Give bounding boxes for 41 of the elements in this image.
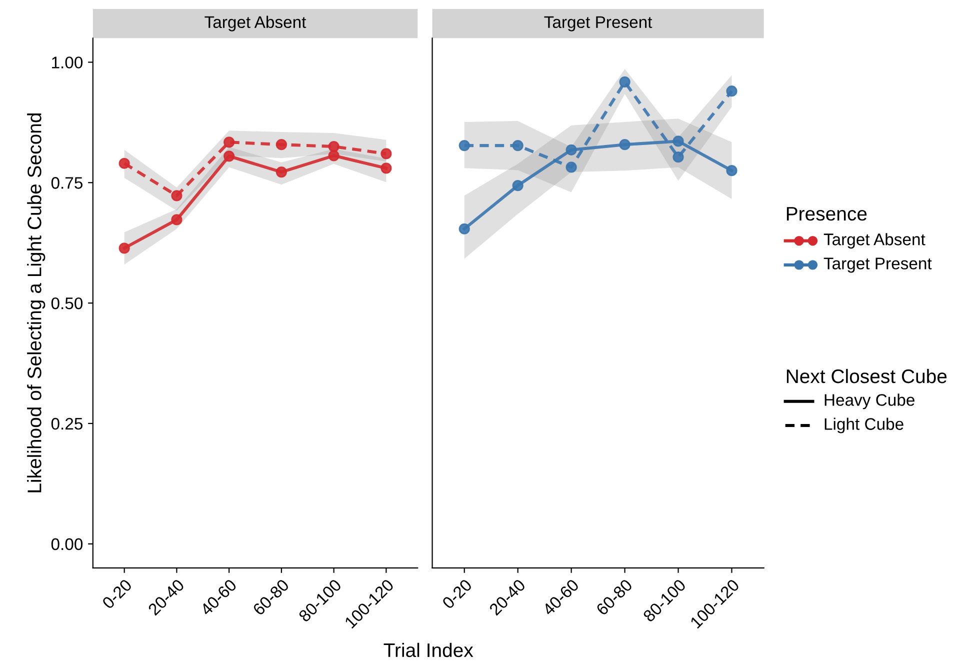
point: [672, 152, 684, 163]
point: [224, 136, 235, 148]
x-tick-label: 0-20: [442, 578, 473, 610]
point: [566, 162, 577, 173]
y-tick-label: 0.00: [51, 538, 83, 550]
point: [512, 180, 524, 192]
point: [458, 223, 470, 234]
point: [118, 158, 130, 169]
chart-title: Target Present: [544, 16, 652, 32]
y-axis-title: Likelihood of Selecting a Light Cube Second: [27, 114, 46, 492]
point: [512, 140, 524, 152]
point: [458, 140, 470, 152]
point: [672, 136, 684, 147]
point: [118, 242, 130, 254]
text: Light Cube: [824, 418, 904, 434]
y-tick-label: 1.00: [52, 56, 83, 68]
point: [171, 214, 182, 226]
point: [380, 148, 392, 160]
chart-title: Target Absent: [204, 16, 306, 32]
y-tick-label: 0.25: [51, 418, 82, 430]
y-tick-label: 0.50: [51, 297, 83, 310]
point: [276, 139, 287, 150]
point: [171, 190, 182, 202]
x-axis-title: Trial Index: [384, 642, 474, 658]
point: [328, 140, 340, 152]
point: [726, 86, 738, 97]
legend-title: Next Closest Cube: [786, 368, 947, 384]
point: [276, 166, 287, 178]
y-tick-label: 0.75: [51, 177, 82, 189]
point: [380, 162, 392, 174]
point: [328, 150, 340, 162]
chart-title: Target Absent: [824, 233, 926, 249]
point: [619, 76, 630, 88]
point: [726, 165, 738, 176]
x-tick-label: 0-20: [102, 578, 133, 610]
text: Heavy Cube: [824, 394, 914, 410]
point: [566, 144, 577, 156]
point: [619, 139, 630, 150]
legend-title: Presence: [786, 207, 867, 221]
chart-title: Target Present: [824, 258, 932, 273]
point: [224, 150, 235, 162]
